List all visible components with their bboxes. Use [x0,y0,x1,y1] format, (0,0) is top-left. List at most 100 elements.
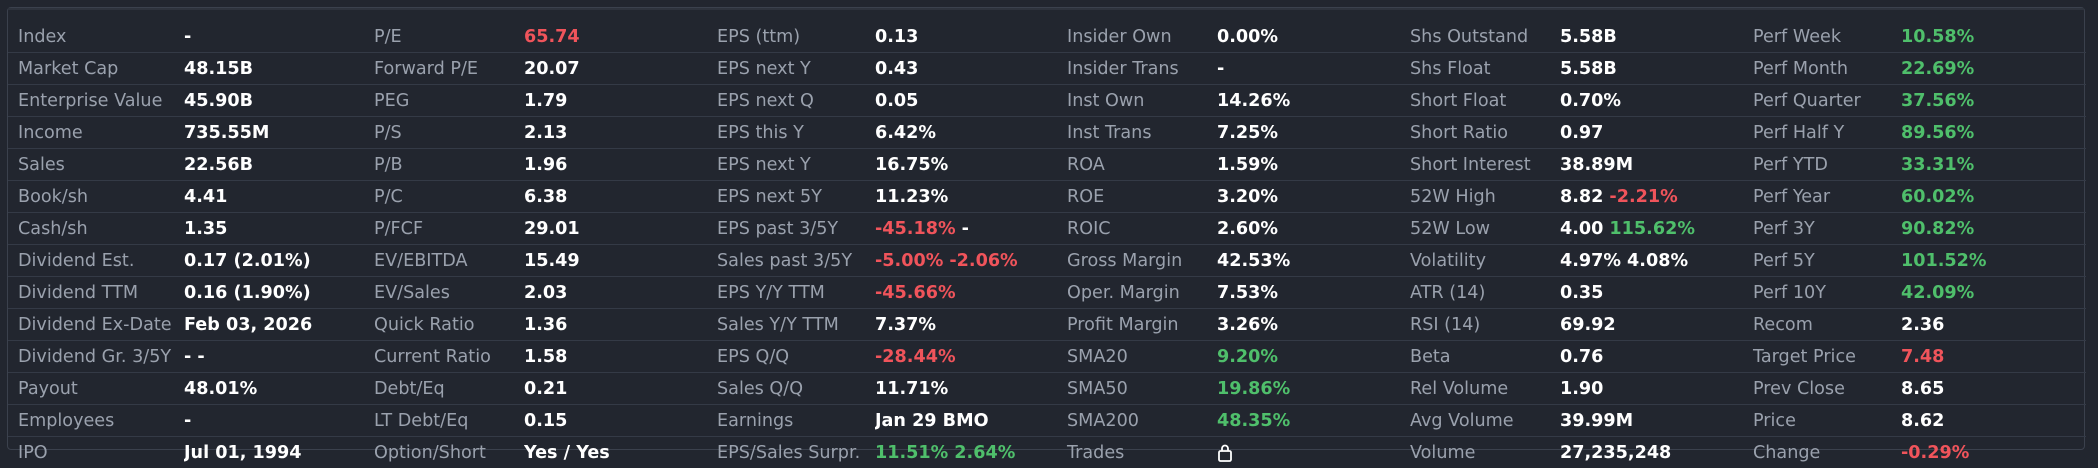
metric-label: Forward P/E [364,53,524,85]
metric-value-part: 4.97% [1560,251,1621,271]
metric-label: Perf YTD [1743,149,1901,181]
metric-value-part: 15.49 [524,251,580,271]
metric-value-part: 65.74 [524,27,580,47]
metric-value-part: 39.99M [1560,411,1633,431]
metric-value-part: - [962,219,969,239]
metric-label: Shs Outstand [1400,21,1560,53]
metric-value: 0.15 [524,405,707,437]
metric-label: Dividend Gr. 3/5Y [8,341,184,373]
metric-value-part: 2.03 [524,283,567,303]
metric-label: EV/EBITDA [364,245,524,277]
metric-label: Insider Trans [1057,53,1217,85]
metric-label: EPS Y/Y TTM [707,277,875,309]
metric-label: SMA50 [1057,373,1217,405]
metric-value: Jan 29 BMO [875,405,1057,437]
metric-value: 0.43 [875,53,1057,85]
metric-value-part: Feb 03, 2026 [184,315,312,335]
metric-value: 4.41 [184,181,364,213]
metric-label: Profit Margin [1057,309,1217,341]
metric-value: 0.13 [875,21,1057,53]
metric-label: EV/Sales [364,277,524,309]
metric-value: 1.79 [524,85,707,117]
metric-value-part: 27,235,248 [1560,443,1671,463]
metric-label: Enterprise Value [8,85,184,117]
metric-value-part: 11.51% [875,443,948,463]
metric-label: Cash/sh [8,213,184,245]
metric-value-part: 5.58B [1560,59,1617,79]
metric-value: 15.49 [524,245,707,277]
metric-value: 6.38 [524,181,707,213]
metric-value: 37.56% [1901,85,2086,117]
metric-label: Dividend Ex-Date [8,309,184,341]
metric-value: 3.26% [1217,309,1400,341]
metric-value-part: 60.02% [1901,187,1974,207]
metric-value: 42.09% [1901,277,2086,309]
metric-label: Price [1743,405,1901,437]
metric-value-part: 2.64% [954,443,1015,463]
metric-value: -5.00%-2.06% [875,245,1057,277]
metric-label: Volatility [1400,245,1560,277]
metric-value-part: 1.36 [524,315,567,335]
metric-value-part: 9.20% [1217,347,1278,367]
metric-label: Option/Short [364,437,524,468]
metric-label: SMA20 [1057,341,1217,373]
metric-label: Debt/Eq [364,373,524,405]
metric-value: 9.20% [1217,341,1400,373]
metric-label: Perf Half Y [1743,117,1901,149]
metric-value-part: 0.35 [1560,283,1603,303]
metric-value: 33.31% [1901,149,2086,181]
metric-label: EPS this Y [707,117,875,149]
metric-label: Dividend Est. [8,245,184,277]
metric-value-part: 11.71% [875,379,948,399]
metric-value: 48.15B [184,53,364,85]
metric-value: 45.90B [184,85,364,117]
metric-value: 16.75% [875,149,1057,181]
metric-value-part: Jan 29 BMO [875,411,989,431]
metric-label: Quick Ratio [364,309,524,341]
metric-label: 52W High [1400,181,1560,213]
metric-value: 6.42% [875,117,1057,149]
metric-value: 1.59% [1217,149,1400,181]
metric-label: EPS past 3/5Y [707,213,875,245]
metric-value-part: 29.01 [524,219,580,239]
metric-value-part: 7.37% [875,315,936,335]
metric-value-part: 0.13 [875,27,918,47]
metric-value: 2.13 [524,117,707,149]
metric-label: SMA200 [1057,405,1217,437]
metric-value-part: 1.96 [524,155,567,175]
metric-value-part: - [1217,59,1224,79]
metric-label: Employees [8,405,184,437]
metric-label: Recom [1743,309,1901,341]
metric-label: Inst Trans [1057,117,1217,149]
metric-label: Perf Month [1743,53,1901,85]
metric-value: -- [184,341,364,373]
metric-label: EPS next 5Y [707,181,875,213]
metric-label: Sales Y/Y TTM [707,309,875,341]
metric-label: Perf Week [1743,21,1901,53]
metric-label: EPS next Y [707,149,875,181]
metric-value-part: 0.70% [1560,91,1621,111]
metric-label: Oper. Margin [1057,277,1217,309]
metric-label: ROA [1057,149,1217,181]
lock-icon [1217,443,1233,463]
metric-label: Perf 5Y [1743,245,1901,277]
metric-value: 4.97%4.08% [1560,245,1743,277]
metric-value: 8.62 [1901,405,2086,437]
metric-label: IPO [8,437,184,468]
metric-value: 60.02% [1901,181,2086,213]
metric-value: Jul 01, 1994 [184,437,364,468]
metric-label: Rel Volume [1400,373,1560,405]
metric-value: 735.55M [184,117,364,149]
metric-value-part: - [197,347,204,367]
metric-value: 0.70% [1560,85,1743,117]
metric-value: 5.58B [1560,53,1743,85]
metric-value-part: Jul 01, 1994 [184,443,302,463]
